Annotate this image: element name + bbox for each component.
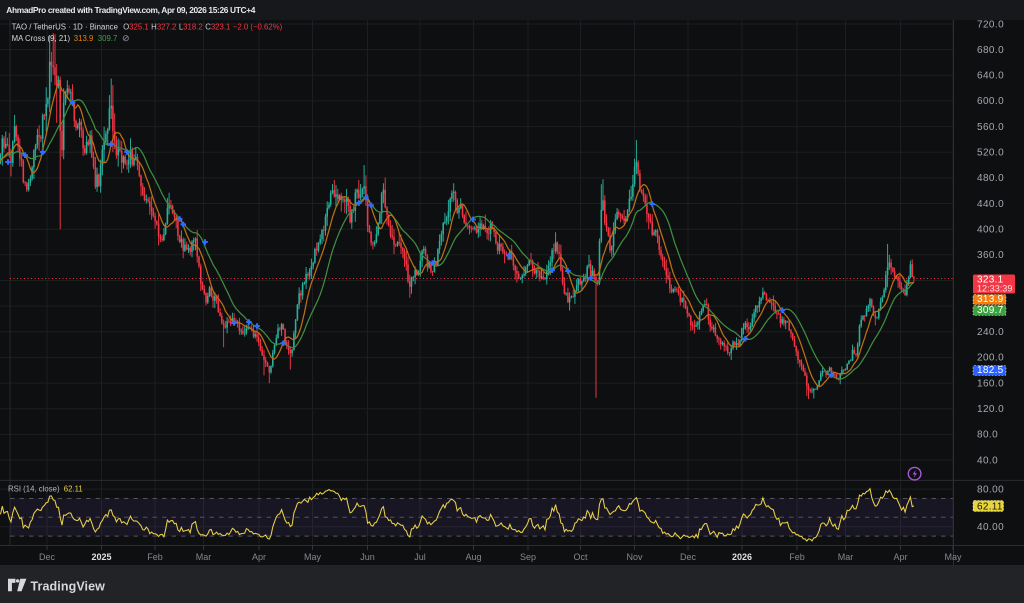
- svg-text:323.1: 323.1: [977, 274, 1004, 285]
- svg-text:Dec: Dec: [680, 552, 697, 562]
- svg-text:440.0: 440.0: [977, 199, 1004, 210]
- svg-text:Dec: Dec: [39, 552, 56, 562]
- svg-text:200.0: 200.0: [977, 353, 1004, 364]
- svg-text:560.0: 560.0: [977, 122, 1004, 133]
- svg-text:80.00: 80.00: [977, 484, 1004, 495]
- svg-text:360.0: 360.0: [977, 250, 1004, 261]
- svg-text:240.0: 240.0: [977, 327, 1004, 338]
- svg-text:40.0: 40.0: [977, 455, 998, 466]
- svg-text:62.11: 62.11: [977, 501, 1003, 512]
- svg-text:160.0: 160.0: [977, 378, 1004, 389]
- svg-text:May: May: [944, 552, 962, 562]
- svg-text:12:33:39: 12:33:39: [977, 284, 1012, 294]
- svg-text:640.0: 640.0: [977, 71, 1004, 82]
- svg-text:680.0: 680.0: [977, 45, 1004, 56]
- svg-text:TradingView: TradingView: [31, 580, 106, 594]
- svg-text:Jun: Jun: [360, 552, 375, 562]
- svg-text:313.9: 313.9: [977, 294, 1004, 305]
- svg-text:40.00: 40.00: [977, 522, 1004, 533]
- svg-text:Apr: Apr: [893, 552, 907, 562]
- svg-text:RSI (14, close) 62.11: RSI (14, close) 62.11: [8, 484, 83, 493]
- svg-text:Nov: Nov: [626, 552, 643, 562]
- svg-text:600.0: 600.0: [977, 96, 1004, 107]
- svg-text:Aug: Aug: [465, 552, 481, 562]
- svg-text:2025: 2025: [91, 552, 111, 562]
- svg-text:Oct: Oct: [573, 552, 588, 562]
- svg-text:80.0: 80.0: [977, 430, 998, 441]
- svg-text:120.0: 120.0: [977, 404, 1004, 415]
- svg-text:2026: 2026: [732, 552, 752, 562]
- svg-text:309.7: 309.7: [977, 305, 1004, 316]
- svg-text:Apr: Apr: [252, 552, 266, 562]
- svg-text:May: May: [304, 552, 322, 562]
- svg-text:AhmadPro created with TradingV: AhmadPro created with TradingView.com, A…: [6, 5, 255, 15]
- svg-text:Sep: Sep: [520, 552, 536, 562]
- svg-text:Feb: Feb: [789, 552, 805, 562]
- svg-text:480.0: 480.0: [977, 173, 1004, 184]
- svg-text:Mar: Mar: [196, 552, 212, 562]
- svg-text:400.0: 400.0: [977, 225, 1004, 236]
- svg-text:520.0: 520.0: [977, 148, 1004, 159]
- svg-text:182.5: 182.5: [977, 365, 1004, 376]
- svg-text:720.0: 720.0: [977, 19, 1004, 30]
- svg-text:Jul: Jul: [414, 552, 426, 562]
- svg-text:Feb: Feb: [147, 552, 163, 562]
- svg-text:TAO / TetherUS · 1D · Binance: TAO / TetherUS · 1D · Binance O325.1 H327…: [12, 22, 283, 31]
- svg-text:Mar: Mar: [838, 552, 854, 562]
